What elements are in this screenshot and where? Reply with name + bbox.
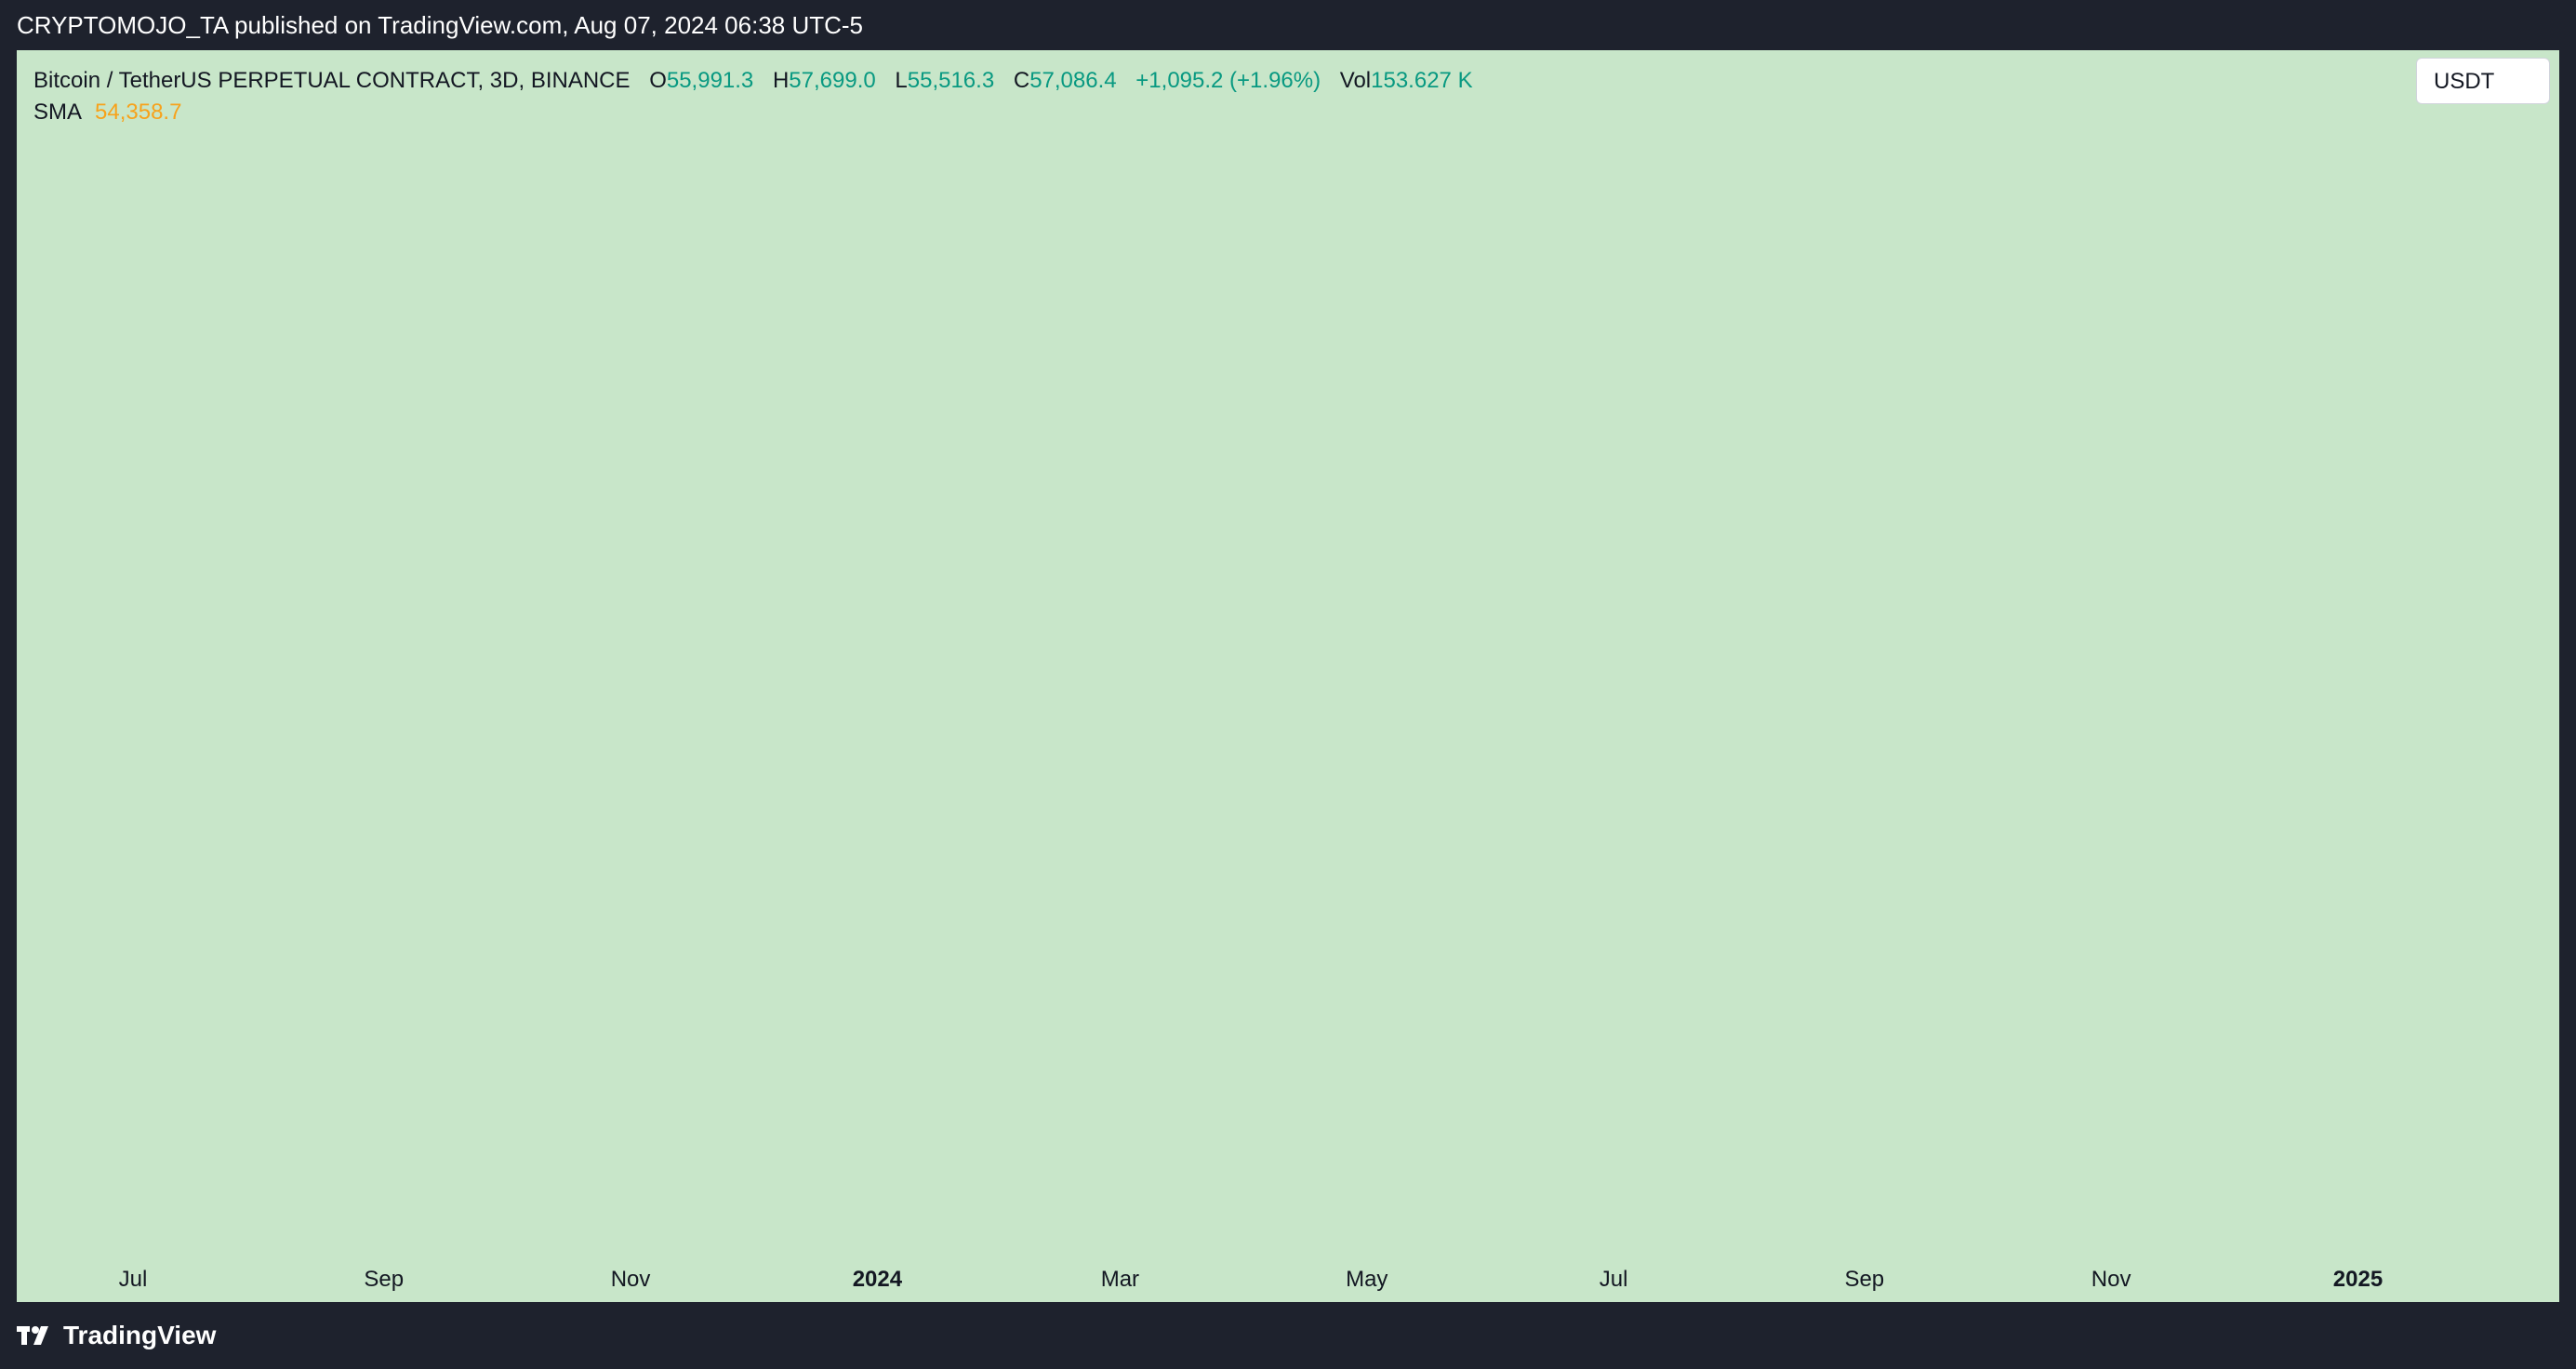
change-value: +1,095.2 (+1.96%) (1135, 68, 1321, 93)
low-value: 55,516.3 (907, 68, 995, 93)
volume-value: 153.627 K (1371, 68, 1473, 93)
close-label: C (1013, 68, 1030, 93)
brand-name: TradingView (63, 1321, 217, 1349)
currency-button[interactable]: USDT (2416, 58, 2550, 104)
footer-bar: TradingView (0, 1302, 2576, 1369)
x-tick-label: 2024 (853, 1267, 903, 1292)
chart-panel[interactable]: 100,000.092,000.084,000.079,000.074,000.… (17, 50, 2559, 1302)
volume-label: Vol (1339, 68, 1372, 93)
x-tick-label: Jul (119, 1267, 148, 1292)
high-value: 57,699.0 (789, 68, 876, 93)
tradingview-logo-icon (17, 1326, 48, 1345)
ohlc-row: Bitcoin / TetherUS PERPETUAL CONTRACT, 3… (33, 65, 1473, 97)
x-tick-label: Mar (1101, 1267, 1139, 1292)
x-tick-label: Jul (1600, 1267, 1628, 1292)
sma-row[interactable]: SMA 54,358.7 (33, 97, 1473, 128)
tradingview-logo[interactable]: TradingView (17, 1321, 216, 1350)
publisher-bar: CRYPTOMOJO_TA published on TradingView.c… (0, 0, 2576, 50)
chart-legend: Bitcoin / TetherUS PERPETUAL CONTRACT, 3… (33, 65, 1473, 128)
low-label: L (895, 68, 908, 93)
open-value: 55,991.3 (666, 68, 754, 93)
high-label: H (772, 68, 790, 93)
open-label: O (649, 68, 667, 93)
sma-label: SMA (33, 100, 83, 125)
symbol-title[interactable]: Bitcoin / TetherUS PERPETUAL CONTRACT, 3… (33, 68, 631, 93)
price-chart[interactable]: 100,000.092,000.084,000.079,000.074,000.… (17, 50, 2559, 1302)
sma-value: 54,358.7 (95, 100, 182, 125)
x-tick-label: Nov (611, 1267, 651, 1292)
x-tick-label: 2025 (2333, 1267, 2383, 1292)
x-tick-label: Sep (1844, 1267, 1884, 1292)
x-tick-label: Sep (364, 1267, 404, 1292)
publisher-text: CRYPTOMOJO_TA published on TradingView.c… (17, 11, 864, 39)
x-tick-label: Nov (2091, 1267, 2131, 1292)
close-value: 57,086.4 (1029, 68, 1117, 93)
x-tick-label: May (1346, 1267, 1388, 1292)
